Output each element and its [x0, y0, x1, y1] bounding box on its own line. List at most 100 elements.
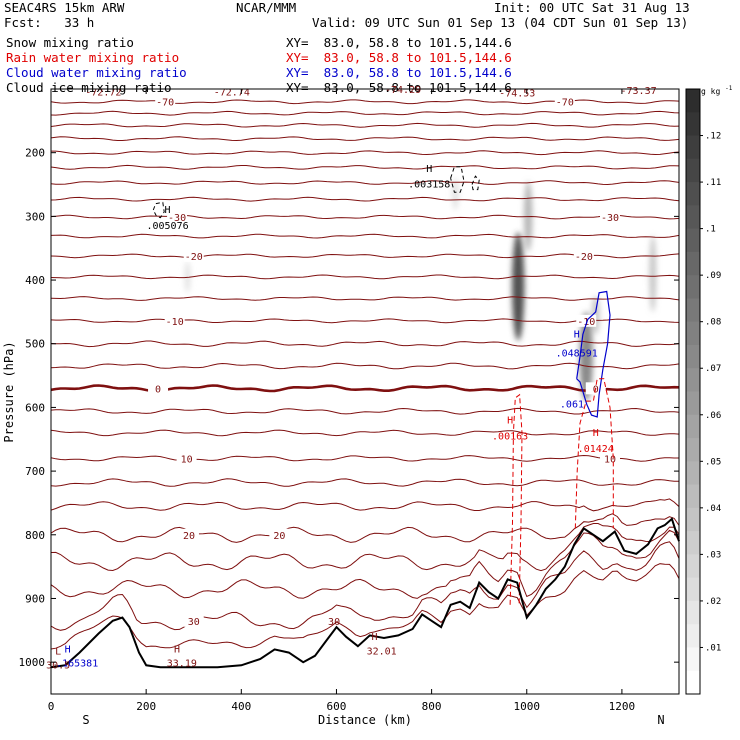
colorbar-frame: [685, 88, 701, 695]
contour-label-bg: [164, 314, 185, 327]
extremum-label: H: [174, 645, 180, 656]
colorbar-segment: [686, 321, 700, 346]
temperature-contour: [51, 498, 679, 512]
y-tick-label: 900: [25, 592, 45, 605]
extremum-label: .01424: [578, 444, 614, 455]
colorbar-segment: [686, 368, 700, 392]
temperature-contour: [51, 214, 679, 220]
colorbar-tick-label: .05: [705, 457, 721, 467]
extremum-label: -74.29: [385, 85, 421, 96]
colorbar-tick-label: .12: [705, 132, 721, 142]
y-axis-label: Pressure (hPa): [2, 341, 16, 442]
field-label-snow: Snow mixing ratio: [6, 35, 134, 50]
valid-time: Valid: 09 UTC Sun 01 Sep 13 (04 CDT Sun …: [312, 15, 689, 30]
temperature-contour: [51, 529, 679, 599]
temperature-contour: [51, 136, 679, 142]
extremum-label: -72.72: [85, 87, 121, 98]
extremum-label: H: [165, 205, 171, 216]
snow-shade-blob: [184, 260, 191, 293]
temperature-contour-label: -20: [185, 252, 203, 263]
x-axis-label: Distance (km): [318, 713, 412, 727]
y-tick-label: 300: [25, 210, 45, 223]
colorbar-segment: [686, 344, 700, 369]
colorbar-segment: [686, 624, 700, 648]
terrain-line: [50, 517, 680, 669]
extremum-label: .00163: [492, 431, 528, 442]
contour-label-bg: [148, 382, 169, 395]
colorbar-unit-exp: -1: [725, 85, 733, 92]
temperature-contour: [51, 478, 679, 487]
contour-label-bg: [178, 528, 199, 541]
temperature-contour-label: -10: [166, 317, 184, 328]
colorbar-segment: [686, 577, 700, 602]
temperature-contour: [51, 274, 679, 280]
colorbar-segment: [686, 461, 700, 486]
extremum-label: H: [65, 645, 71, 656]
temperature-contour: [51, 296, 679, 301]
x-tick-label: 1200: [609, 700, 636, 713]
extremum-label: -73.37: [620, 86, 656, 97]
y-tick-label: 800: [25, 529, 45, 542]
rain-contour: [509, 393, 523, 605]
temperature-contour-label: 10: [604, 454, 616, 465]
contour-label-bg: [573, 249, 594, 262]
colorbar-tick-label: .06: [705, 411, 721, 421]
extremum-label: H: [574, 329, 580, 340]
contour-label-bg: [183, 614, 204, 627]
contour-label-bg: [155, 95, 176, 108]
colorbar-segment: [686, 112, 700, 137]
field-label-cloud-ice: Cloud ice mixing ratio: [6, 80, 172, 95]
extremum-label: H: [507, 415, 513, 426]
extremum-label: -74.53: [499, 89, 535, 100]
axes: 0 200 400 600 800 1000 12002003004005006007008…: [19, 89, 679, 713]
extremum-label: 33.19: [167, 659, 197, 670]
temperature-contour-label: 10: [181, 454, 193, 465]
temperature-contour: [51, 541, 679, 631]
right-end-label: N: [657, 713, 664, 727]
colorbar-segment: [686, 275, 700, 299]
contour-label-bg: [554, 95, 575, 108]
field-label-rain: Rain water mixing ratio: [6, 50, 180, 65]
y-tick-label: 500: [25, 338, 45, 351]
contour-label-bg: [600, 452, 621, 465]
colorbar-tick-label: .1: [705, 225, 716, 235]
colorbar-tick-label: .07: [705, 364, 721, 374]
temperature-contour: [51, 362, 679, 370]
temperature-contour: [51, 99, 679, 105]
contour-label-bg: [183, 249, 204, 262]
contour-label-bg: [576, 314, 597, 327]
contour-labels: -72.72 -72.74 -74.29 -74.53 -73.37 H .005076 H.…: [46, 85, 657, 672]
extremum-label: -72.74: [214, 87, 250, 98]
init-time: Init: 00 UTC Sat 31 Aug 13: [494, 0, 690, 15]
temperature-contour: [51, 454, 679, 462]
colorbar-tick-label: .08: [705, 318, 721, 328]
extremum-label: .005076: [146, 221, 188, 232]
temperature-contour: [51, 180, 679, 186]
extremum-label: .048591: [556, 348, 598, 359]
extremum-label: .061: [560, 399, 584, 410]
extremum-label: H: [426, 164, 432, 175]
colorbar-segment: [686, 205, 700, 230]
extremum-label: .165381: [56, 659, 98, 670]
colorbar-tick-label: .09: [705, 271, 721, 281]
colorbar-segment: [686, 298, 700, 323]
field-xy-rain: XY= 83.0, 58.8 to 101.5,144.6: [286, 50, 512, 65]
contour-label-bg: [176, 452, 197, 465]
y-tick-label: 600: [25, 401, 45, 414]
snow-shade-blob: [452, 178, 459, 210]
colorbar-segment: [686, 600, 700, 625]
snow-shade-blob: [512, 232, 525, 341]
field-xy-snow: XY= 83.0, 58.8 to 101.5,144.6: [286, 35, 512, 50]
temperature-contour: [51, 164, 679, 170]
temperature-contour-label: 30: [188, 617, 200, 628]
x-tick-label: 0: [48, 700, 55, 713]
extremum-label: H: [371, 632, 377, 643]
temperature-contour: [51, 196, 679, 202]
snow-shade-blob: [649, 235, 657, 312]
temperature-contour-label: 20: [183, 531, 195, 542]
rain-contour: [574, 378, 614, 529]
colorbar-tick-label: .02: [705, 597, 721, 607]
hydrometeor-contours: [152, 166, 614, 605]
x-tick-label: 800: [422, 700, 442, 713]
